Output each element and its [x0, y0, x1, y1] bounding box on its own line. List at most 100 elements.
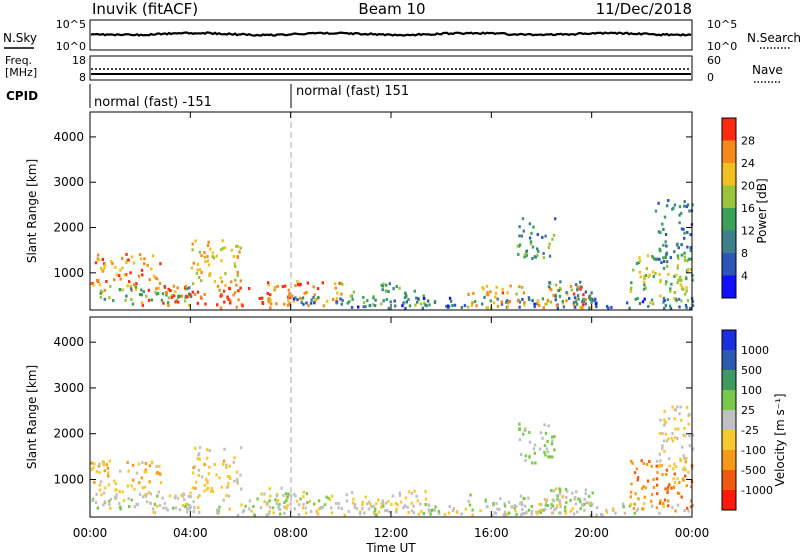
- power-echo-cell: [663, 307, 666, 310]
- velocity-echo-cell: [538, 509, 541, 513]
- velocity-echo-cell: [345, 493, 348, 497]
- velocity-echo-cell: [663, 418, 666, 422]
- power-echo-cell: [267, 297, 270, 301]
- velocity-echo-cell: [451, 509, 455, 512]
- velocity-echo-cell: [148, 464, 152, 468]
- velocity-echo-cell: [158, 503, 162, 507]
- velocity-echo-cell: [189, 495, 192, 499]
- velocity-echo-cell: [153, 502, 157, 506]
- power-echo-cell: [654, 257, 658, 261]
- nsky-strip: N.Sky 10^5 10^0 10^5 10^0 N.Search: [3, 18, 800, 53]
- power-echo-cell: [92, 283, 95, 287]
- velocity-echo-cell: [412, 504, 415, 508]
- velocity-echo-cell: [650, 499, 653, 503]
- velocity-colorbar-segment: [722, 330, 736, 350]
- velocity-echo-cell: [304, 511, 308, 515]
- power-echo-cell: [686, 230, 689, 234]
- velocity-echo-cell: [126, 460, 129, 464]
- velocity-echo-cell: [503, 513, 507, 517]
- power-echo-cell: [131, 302, 135, 306]
- velocity-echo-cell: [685, 456, 688, 460]
- power-echo-cell: [470, 303, 474, 307]
- power-echo-cell: [177, 300, 180, 304]
- velocity-echo-cell: [141, 495, 145, 499]
- power-echo-cell: [664, 304, 667, 308]
- freq-tick-bottom: 8: [79, 71, 86, 84]
- velocity-echo-cell: [566, 489, 569, 493]
- power-echo-cell: [118, 274, 121, 278]
- power-echo-cell: [229, 299, 232, 303]
- power-echo-cell: [145, 294, 148, 298]
- power-echo-cell: [527, 296, 531, 300]
- velocity-colorbar-tick-label: 100: [741, 384, 762, 397]
- power-echo-cell: [588, 295, 591, 298]
- time-tick-label: 08:00: [273, 526, 308, 540]
- power-echo-cell: [143, 257, 146, 261]
- power-echo-cell: [309, 301, 313, 305]
- power-echo-cell: [198, 268, 202, 272]
- velocity-echo-cell: [159, 472, 162, 476]
- power-echo-cell: [385, 283, 388, 287]
- velocity-echo-cell: [225, 494, 228, 497]
- power-echo-cell: [129, 287, 133, 291]
- velocity-echo-cell: [663, 498, 667, 502]
- velocity-echo-cell: [623, 511, 627, 515]
- power-echo-cell: [197, 276, 201, 279]
- power-echo-cell: [129, 271, 132, 275]
- power-echo-cell: [673, 291, 677, 294]
- power-echo-cell: [317, 296, 320, 300]
- power-echo-cell: [522, 291, 526, 295]
- velocity-echo-cell: [666, 504, 670, 508]
- power-echo-cell: [157, 286, 160, 290]
- time-tick-label: 00:00: [675, 526, 710, 540]
- velocity-echo-cell: [285, 499, 288, 502]
- power-echo-cell: [544, 302, 547, 306]
- power-echo-cell: [165, 291, 169, 295]
- power-echo-cell: [297, 283, 300, 286]
- power-echo-cell: [220, 280, 224, 284]
- velocity-echo-cell: [658, 431, 662, 435]
- velocity-echo-cell: [188, 507, 191, 511]
- velocity-echo-cell: [681, 477, 685, 481]
- velocity-echo-cell: [267, 512, 271, 516]
- power-echo-cell: [683, 255, 687, 259]
- power-echo-cell: [669, 287, 672, 291]
- power-echo-cell: [114, 265, 117, 269]
- velocity-echo-cell: [404, 504, 407, 508]
- power-echo-cell: [676, 254, 680, 258]
- velocity-echo-cell: [128, 505, 131, 508]
- velocity-echo-cell: [690, 485, 693, 489]
- velocity-echo-cell: [690, 499, 693, 503]
- power-echo-cell: [326, 300, 329, 303]
- power-echo-cell: [535, 302, 539, 306]
- power-echo-cell: [91, 282, 94, 285]
- power-echo-cell: [303, 291, 306, 295]
- power-echo-cell: [555, 304, 559, 308]
- power-echo-cell: [547, 246, 551, 249]
- power-echo-cell: [689, 233, 692, 237]
- power-echo-cell: [158, 281, 162, 285]
- power-echo-cell: [568, 296, 571, 300]
- velocity-echo-cell: [690, 505, 693, 509]
- power-echo-cell: [269, 306, 272, 310]
- power-echo-cell: [110, 260, 113, 263]
- velocity-echo-cell: [551, 439, 554, 443]
- power-echo-cell: [489, 290, 492, 294]
- velocity-echo-cell: [369, 502, 372, 506]
- velocity-echo-cell: [188, 504, 191, 508]
- velocity-echo-cell: [671, 405, 674, 409]
- velocity-echo-cell: [656, 471, 659, 475]
- power-echo-cell: [333, 282, 337, 286]
- velocity-echo-cell: [559, 511, 562, 515]
- velocity-echo-cell: [275, 501, 278, 505]
- velocity-colorbar-segment: [722, 390, 736, 410]
- power-echo-cell: [517, 299, 520, 303]
- power-echo-cell: [423, 301, 426, 305]
- velocity-echo-cell: [113, 479, 116, 483]
- power-echo-cell: [645, 267, 648, 271]
- velocity-colorbar-segment: [722, 490, 736, 510]
- power-echo-cell: [648, 273, 651, 277]
- power-echo-cell: [688, 209, 691, 213]
- velocity-echo-cell: [328, 498, 332, 502]
- velocity-echo-cell: [673, 462, 676, 466]
